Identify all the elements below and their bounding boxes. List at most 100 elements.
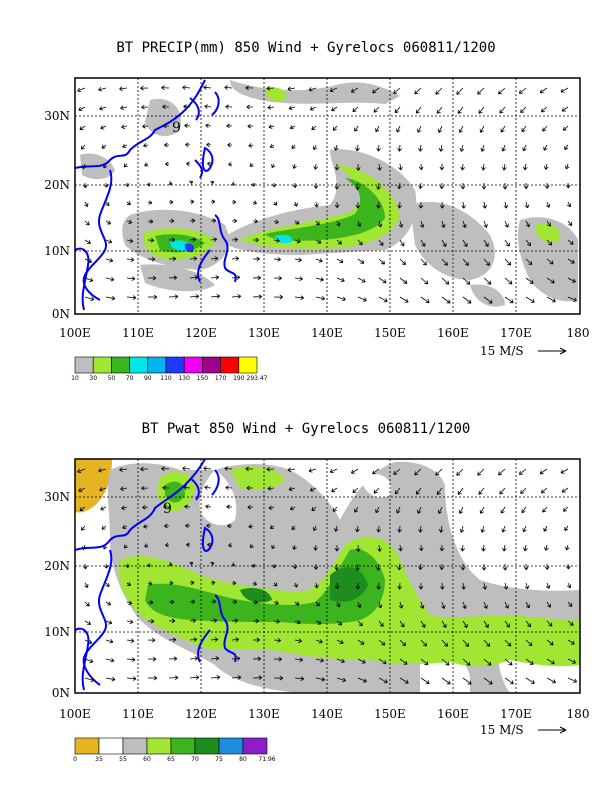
wind-vector-arrow (355, 201, 361, 209)
wind-vector-arrow (225, 104, 233, 110)
wind-vector-arrow (105, 601, 112, 606)
wind-vector-arrow (357, 258, 365, 264)
wind-vector-arrow (520, 106, 527, 114)
wind-vector-arrow (396, 125, 401, 133)
wind-vector-arrow (462, 239, 468, 247)
wind-vector-arrow (504, 601, 509, 609)
wind-vector-arrow (291, 525, 296, 531)
wind-vector-arrow (231, 637, 240, 642)
bottom-ylabel-30n: 30N (44, 490, 70, 504)
wind-vector-arrow (78, 487, 86, 493)
top-x-axis-labels: 100E 110E 120E 130E 140E 150E 160E 170E … (59, 326, 589, 340)
wind-vector-arrow (103, 182, 109, 188)
wind-vector-arrow (210, 199, 216, 205)
wind-vector-arrow (334, 582, 340, 589)
top-xlabel-150e: 150E (374, 326, 406, 340)
top-xlabel-130e: 130E (248, 326, 280, 340)
wind-vector-arrow (189, 275, 199, 280)
wind-vector-arrow (561, 106, 569, 112)
wind-vector-arrow (291, 144, 296, 150)
wind-vector-arrow (77, 87, 86, 93)
wind-vector-arrow (456, 87, 464, 95)
wind-vector-arrow (210, 637, 219, 642)
wind-vector-arrow (523, 563, 529, 571)
wind-vector-arrow (545, 201, 551, 208)
colorbar-swatch (183, 356, 203, 374)
wind-vector-arrow (545, 582, 551, 589)
wind-vector-arrow (79, 125, 86, 131)
wind-vector-arrow (546, 639, 554, 646)
wind-vector-arrow (502, 544, 507, 552)
wind-vector-arrow (477, 468, 485, 476)
wind-vector-arrow (567, 277, 576, 283)
wind-vector-arrow (162, 485, 170, 491)
wind-vector-arrow (418, 563, 423, 570)
wind-vector-arrow (336, 677, 346, 683)
wind-vector-arrow (355, 544, 361, 552)
wind-vector-arrow (294, 601, 300, 606)
colorbar-label: 65 (167, 756, 175, 763)
wind-vector-arrow (438, 144, 444, 152)
wind-vector-arrow (456, 468, 464, 476)
wind-vector-arrow (441, 277, 450, 285)
wind-vector-arrow (121, 124, 128, 130)
wind-vector-arrow (540, 106, 548, 113)
wind-vector-arrow (458, 125, 464, 133)
wind-vector-arrow (84, 239, 91, 245)
wind-vector-arrow (245, 466, 254, 472)
wind-vector-arrow (82, 563, 88, 570)
wind-vector-arrow (336, 220, 341, 227)
wind-vector-arrow (378, 677, 388, 684)
wind-vector-arrow (522, 144, 527, 152)
wind-vector-arrow (80, 525, 86, 531)
wind-vector-arrow (207, 161, 212, 167)
wind-vector-arrow (419, 220, 425, 228)
wind-vector-arrow (414, 468, 422, 476)
wind-vector-arrow (252, 599, 259, 605)
wind-vector-arrow (105, 676, 116, 682)
wind-vector-arrow (376, 144, 381, 152)
wind-vector-arrow (437, 125, 443, 133)
wind-vector-arrow (355, 525, 360, 533)
wind-vector-arrow (462, 296, 472, 304)
top-colorbar: 10 30 50 70 90 110 130 150 170 190 293.47 (71, 356, 268, 382)
bottom-reference-vector: 15 M/S (480, 723, 567, 737)
colorbar-label: 75 (215, 756, 223, 763)
wind-vector-arrow (266, 466, 275, 472)
wind-vector-arrow (399, 620, 405, 628)
wind-vector-arrow (126, 295, 137, 300)
wind-vector-arrow (101, 144, 107, 149)
wind-vector-arrow (462, 620, 468, 628)
wind-vector-arrow (399, 239, 405, 247)
wind-vector-arrow (481, 163, 486, 171)
wind-vector-arrow (292, 163, 297, 169)
wind-vector-arrow (230, 181, 235, 186)
wind-vector-arrow (518, 87, 527, 94)
top-ylabel-20n: 20N (44, 178, 70, 192)
colorbar-swatch (98, 737, 124, 755)
wind-vector-arrow (398, 163, 403, 171)
wind-vector-arrow (336, 277, 345, 283)
colorbar-swatch (242, 737, 268, 755)
wind-vector-arrow (184, 123, 191, 129)
wind-vector-arrow (415, 106, 422, 114)
wind-vector-arrow (479, 125, 485, 133)
wind-vector-arrow (357, 239, 363, 246)
bottom-xlabel-120e: 120E (185, 707, 217, 721)
wind-vector-arrow (189, 599, 196, 605)
wind-vector-arrow (189, 218, 196, 224)
wind-vector-arrow (336, 620, 343, 626)
wind-vector-arrow (334, 163, 340, 171)
wind-vector-arrow (567, 677, 578, 683)
wind-vector-arrow (539, 87, 548, 94)
wind-vector-arrow (103, 544, 108, 550)
wind-vector-arrow (567, 639, 575, 645)
wind-vector-arrow (483, 258, 490, 266)
wind-vector-arrow (399, 639, 407, 647)
wind-vector-arrow (124, 182, 130, 188)
wind-vector-arrow (355, 163, 361, 171)
wind-vector-arrow (501, 144, 506, 152)
wind-vector-arrow (565, 563, 571, 570)
wind-vector-arrow (168, 656, 178, 662)
wind-vector-arrow (567, 620, 574, 626)
